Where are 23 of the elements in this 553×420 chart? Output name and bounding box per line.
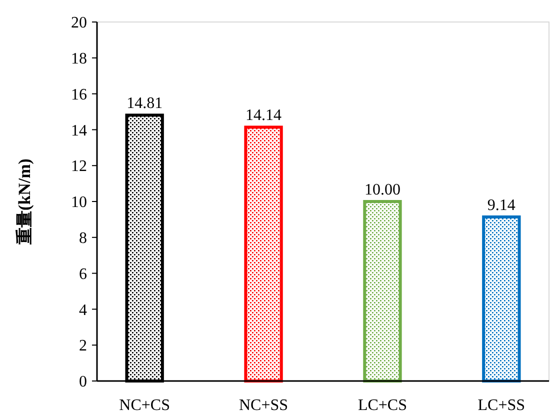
y-tick-label: 18 [71,50,87,68]
y-tick-label: 12 [71,158,87,176]
data-label: 9.14 [487,196,516,214]
x-tick-label: NC+SS [239,397,288,414]
y-tick-label: 14 [71,122,87,140]
bar [363,200,402,382]
data-label: 14.14 [246,107,282,124]
y-tick-label: 6 [79,266,87,283]
data-label: 14.81 [126,95,163,112]
y-axis-title: 重量(kN/m) [15,158,34,246]
x-tick-label: LC+SS [478,397,526,414]
y-tick-label: 16 [71,86,87,104]
bar [244,126,283,382]
y-tick-label: 8 [79,230,87,247]
bar [482,215,521,382]
y-tick-label: 10 [71,194,87,212]
y-tick-label: 0 [79,374,87,391]
x-tick-label: NC+CS [119,397,170,414]
data-label: 10.00 [364,182,400,198]
x-tick-label: LC+CS [358,397,407,414]
y-tick-label: 2 [79,338,87,355]
y-tick-label: 20 [71,14,87,32]
y-tick-label: 4 [79,302,87,319]
